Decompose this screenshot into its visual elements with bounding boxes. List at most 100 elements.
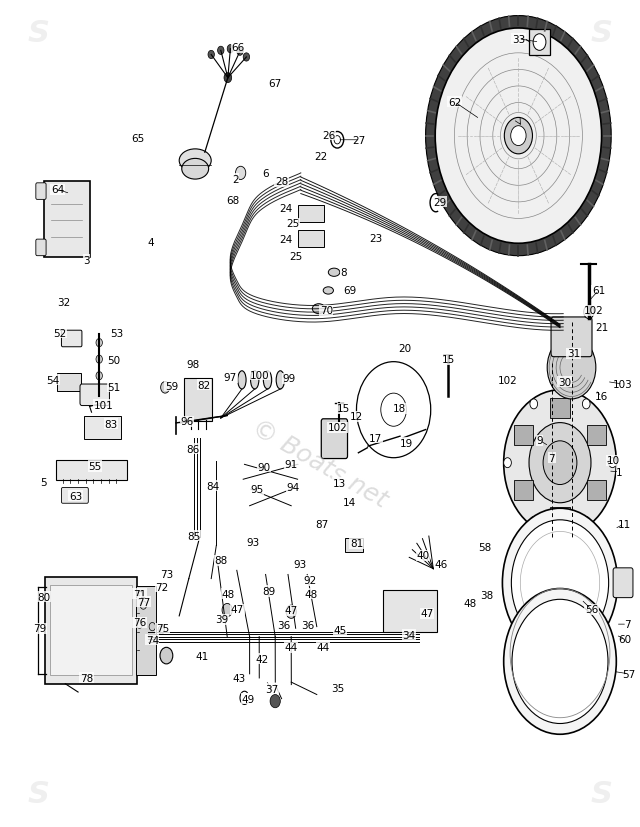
Circle shape: [582, 517, 590, 527]
Text: 94: 94: [287, 482, 300, 492]
FancyBboxPatch shape: [84, 417, 121, 439]
Text: 50: 50: [108, 356, 120, 366]
FancyBboxPatch shape: [613, 568, 633, 598]
Text: 14: 14: [343, 497, 356, 507]
Text: 48: 48: [222, 589, 235, 599]
Text: 36: 36: [301, 620, 314, 630]
Text: 1: 1: [616, 467, 623, 477]
Text: 16: 16: [595, 392, 608, 402]
Text: 18: 18: [393, 404, 406, 414]
Text: 78: 78: [80, 673, 93, 683]
Text: S: S: [28, 18, 49, 48]
Text: 20: 20: [398, 343, 411, 353]
Text: 98: 98: [187, 360, 200, 370]
Text: 83: 83: [104, 419, 117, 429]
Circle shape: [136, 591, 143, 600]
Text: 24: 24: [279, 203, 292, 213]
Text: 68: 68: [227, 196, 239, 206]
Circle shape: [609, 458, 616, 468]
Text: 22: 22: [314, 152, 327, 162]
Text: 43: 43: [232, 673, 245, 683]
Circle shape: [96, 339, 102, 347]
Text: 13: 13: [333, 478, 346, 488]
Text: 3: 3: [83, 256, 90, 265]
Circle shape: [140, 601, 147, 609]
Text: 61: 61: [592, 286, 605, 296]
Text: 55: 55: [88, 461, 101, 471]
Text: 30: 30: [558, 377, 571, 387]
Circle shape: [208, 51, 214, 60]
Text: 102: 102: [584, 306, 603, 316]
Text: 15: 15: [442, 355, 454, 365]
Text: 73: 73: [160, 570, 173, 580]
Text: 45: 45: [333, 625, 346, 635]
Circle shape: [222, 604, 232, 617]
Circle shape: [530, 517, 538, 527]
Text: 95: 95: [250, 485, 263, 495]
Circle shape: [511, 127, 526, 146]
Circle shape: [149, 623, 156, 631]
Text: 85: 85: [188, 531, 200, 541]
Text: 66: 66: [232, 43, 244, 53]
Text: 97: 97: [224, 373, 237, 383]
Text: 87: 87: [316, 519, 328, 529]
Text: 27: 27: [353, 136, 365, 146]
Text: 67: 67: [269, 79, 282, 89]
Text: 92: 92: [303, 576, 316, 586]
Text: 49: 49: [242, 694, 255, 704]
Text: S: S: [591, 779, 612, 809]
Text: 48: 48: [463, 599, 476, 609]
FancyBboxPatch shape: [36, 240, 46, 256]
Text: 48: 48: [305, 589, 317, 599]
Ellipse shape: [328, 269, 340, 277]
Circle shape: [96, 372, 102, 380]
Circle shape: [584, 306, 594, 319]
Text: 37: 37: [265, 684, 278, 694]
Text: 84: 84: [207, 481, 220, 491]
FancyBboxPatch shape: [298, 231, 324, 247]
Text: S: S: [28, 779, 49, 809]
FancyBboxPatch shape: [61, 331, 82, 347]
Text: 65: 65: [131, 134, 144, 144]
Text: 71: 71: [133, 589, 146, 599]
Text: 70: 70: [320, 306, 333, 316]
Circle shape: [529, 423, 591, 503]
Text: 21: 21: [595, 323, 608, 332]
Circle shape: [424, 607, 434, 620]
Text: 76: 76: [133, 618, 146, 628]
Circle shape: [504, 589, 616, 734]
Text: 96: 96: [180, 417, 193, 427]
Ellipse shape: [312, 304, 325, 314]
FancyBboxPatch shape: [57, 374, 81, 392]
Circle shape: [504, 390, 616, 536]
Text: 56: 56: [585, 605, 598, 614]
Ellipse shape: [276, 371, 285, 390]
Text: 42: 42: [256, 654, 269, 664]
FancyBboxPatch shape: [56, 461, 127, 480]
Text: 102: 102: [498, 375, 517, 385]
Text: 31: 31: [567, 349, 580, 359]
Text: 75: 75: [156, 624, 169, 633]
Circle shape: [158, 626, 164, 634]
FancyBboxPatch shape: [345, 538, 363, 552]
Text: © Boats.net: © Boats.net: [248, 414, 392, 512]
Circle shape: [504, 458, 511, 468]
Text: 86: 86: [187, 444, 200, 454]
Circle shape: [96, 356, 102, 364]
FancyBboxPatch shape: [383, 590, 437, 632]
Circle shape: [512, 600, 608, 724]
Text: 10: 10: [607, 456, 620, 466]
Text: 74: 74: [146, 635, 159, 645]
Text: 11: 11: [618, 519, 630, 529]
FancyBboxPatch shape: [514, 426, 533, 446]
Text: 41: 41: [196, 651, 209, 661]
Circle shape: [435, 29, 602, 244]
Circle shape: [270, 695, 280, 708]
Text: 47: 47: [231, 605, 244, 614]
Text: 88: 88: [214, 556, 227, 566]
Ellipse shape: [238, 371, 246, 390]
Ellipse shape: [182, 159, 209, 180]
FancyBboxPatch shape: [514, 480, 533, 500]
Ellipse shape: [263, 371, 272, 390]
Circle shape: [547, 337, 596, 399]
